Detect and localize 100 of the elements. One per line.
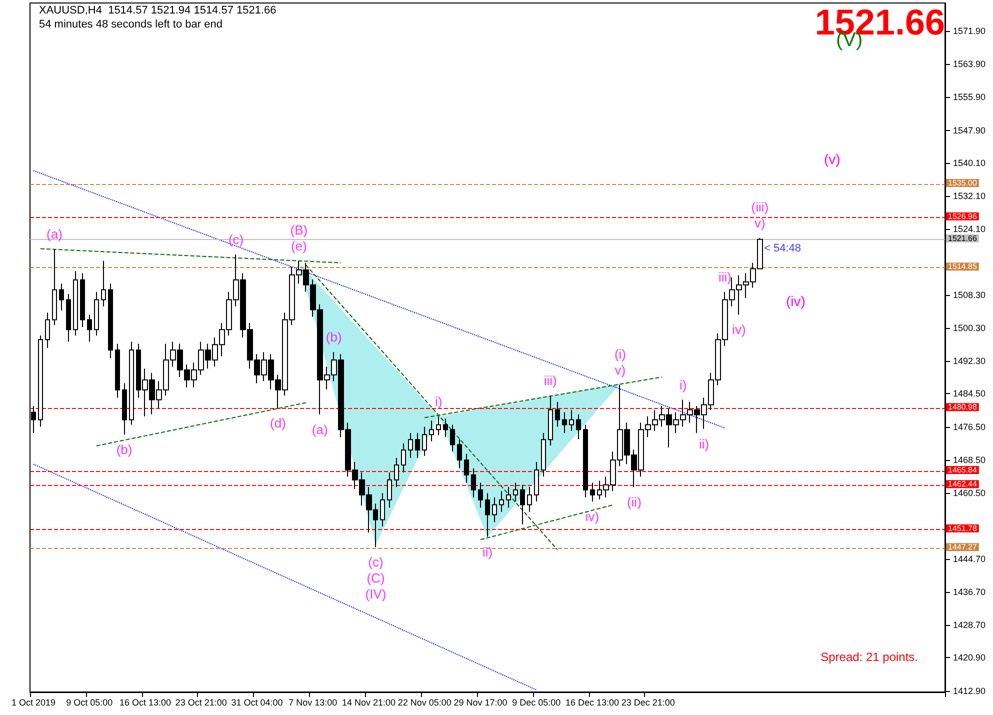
candlestick <box>94 291 99 336</box>
y-tick-label: 1508.30 <box>953 290 986 300</box>
candlestick <box>108 283 113 359</box>
candlestick <box>66 293 71 342</box>
candlestick <box>129 341 134 426</box>
candlestick <box>436 416 441 436</box>
candlestick <box>478 482 483 508</box>
candlestick <box>394 457 399 488</box>
ref-line-label: 1521.66 <box>948 234 978 243</box>
ref-line-label: 1514.85 <box>948 262 978 272</box>
text: 54 minutes 48 seconds left to bar end <box>39 18 222 30</box>
text: iv) <box>732 322 746 338</box>
annotation: (v) <box>824 151 840 167</box>
y-tick-label: 1492.30 <box>953 356 986 366</box>
candlestick <box>429 420 434 442</box>
text: (d) <box>270 416 286 431</box>
ref-line-label: 1465.84 <box>948 466 978 475</box>
y-tick-label: 1412.90 <box>953 686 986 696</box>
text: (i) v) <box>614 346 626 378</box>
candlestick <box>520 484 525 525</box>
candlestick <box>534 462 539 502</box>
candlestick <box>415 432 420 458</box>
y-tick-label: 1571.90 <box>953 26 986 36</box>
x-tick-label: 14 Nov 21:00 <box>342 698 396 708</box>
candlestick <box>576 414 581 440</box>
ref-line-label: 1526.96 <box>948 212 978 221</box>
annotation: < 54:48 <box>764 242 802 254</box>
candlestick <box>45 312 50 348</box>
candlestick <box>408 432 413 458</box>
y-tick-label: 1540.10 <box>953 158 986 168</box>
x-tick-label: 23 Oct 21:00 <box>175 698 227 708</box>
y-tick-label: 1476.50 <box>953 422 986 432</box>
candlestick <box>583 424 588 498</box>
candlestick <box>569 410 574 432</box>
x-tick-label: 29 Nov 17:00 <box>454 698 508 708</box>
x-tick-label: 16 Oct 13:00 <box>119 698 172 708</box>
text: i) <box>435 394 442 409</box>
candlestick <box>443 418 448 438</box>
text: i) <box>679 377 687 392</box>
text: (B) (e) <box>290 222 308 254</box>
candlestick <box>499 490 504 512</box>
candlestick <box>122 382 127 436</box>
candlestick <box>562 412 567 434</box>
text: (iii) v) <box>751 200 769 231</box>
y-tick-label: 1500.30 <box>953 322 986 333</box>
candlestick <box>422 426 427 456</box>
candlestick <box>590 482 595 502</box>
candlestick <box>59 283 64 312</box>
text: ii) <box>698 436 710 452</box>
candlestick <box>115 343 120 398</box>
ref-line-label: 1462.44 <box>948 480 978 489</box>
x-tick-label: 9 Oct 05:00 <box>66 698 113 708</box>
text: (c) (C) (IV) <box>365 554 386 602</box>
annotation: (iv) <box>786 293 806 309</box>
candlestick <box>464 453 469 484</box>
y-tick-label: 1436.70 <box>953 586 986 597</box>
candlestick <box>457 438 462 469</box>
candlestick <box>401 442 406 473</box>
candlestick <box>450 424 455 452</box>
annotation: Spread: 21 points. <box>820 650 918 664</box>
text: (ii) <box>626 494 642 510</box>
candlestick <box>485 492 490 538</box>
y-tick-label: 1532.10 <box>953 191 986 202</box>
ref-line-label: 1451.78 <box>948 524 978 533</box>
candlestick <box>387 472 392 508</box>
x-tick-label: 9 Dec 05:00 <box>512 698 561 708</box>
y-tick-label: 1444.70 <box>953 554 986 564</box>
x-tick-label: 22 Nov 05:00 <box>398 698 452 708</box>
x-tick-label: 7 Nov 13:00 <box>288 698 338 708</box>
candlestick <box>80 272 85 328</box>
candlestick <box>87 314 92 342</box>
y-tick-label: 1524.10 <box>953 224 986 234</box>
x-tick-label: 23 Dec 21:00 <box>621 698 675 708</box>
text: (a) <box>312 422 328 437</box>
y-tick-label: 1428.70 <box>953 620 986 630</box>
ref-line-label: 1447.27 <box>948 542 978 552</box>
chart-title: XAUUSD,H4 1514.57 1521.94 1514.57 1521.66 <box>39 4 276 16</box>
candlestick <box>513 482 518 502</box>
x-tick-label: 16 Dec 13:00 <box>566 698 620 708</box>
candlestick <box>555 401 560 428</box>
candlestick <box>548 395 553 446</box>
candlestick <box>380 492 385 527</box>
y-tick-label: 1563.90 <box>953 59 986 70</box>
text: (b) <box>326 330 342 345</box>
candlestick <box>506 486 511 508</box>
candlestick <box>101 260 106 307</box>
candlestick <box>52 248 57 326</box>
y-tick-label: 1468.50 <box>953 454 986 465</box>
text: (b) <box>116 442 132 458</box>
ref-line-label: 1535.00 <box>948 178 978 188</box>
y-tick-label: 1555.90 <box>953 92 986 102</box>
candlestick <box>38 334 43 428</box>
text: (a) <box>46 226 62 242</box>
y-tick-label: 1460.50 <box>953 488 986 498</box>
x-tick-label: 1 Oct 2019 <box>11 698 56 708</box>
text: (c) <box>228 232 244 248</box>
candlestick <box>73 270 78 336</box>
candlestick <box>527 486 532 512</box>
candlestick <box>492 496 497 523</box>
y-tick-label: 1547.90 <box>953 125 986 136</box>
